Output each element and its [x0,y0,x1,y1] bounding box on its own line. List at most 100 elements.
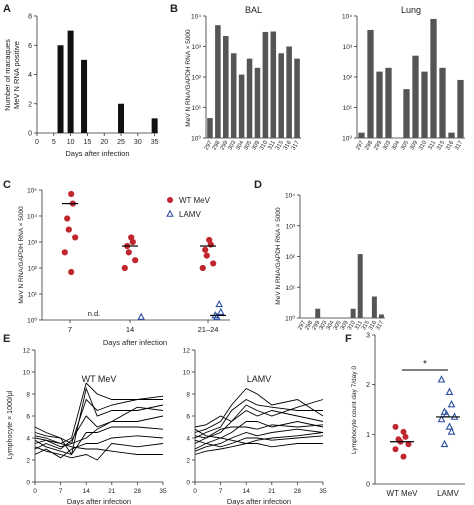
x-tick-label: 310 [347,320,357,331]
bar [358,132,365,138]
y-tick-label: 10⁴ [27,214,37,221]
y-tick-label: 10¹ [28,292,38,299]
bar [371,296,377,318]
y-tick-label: 10⁰ [191,135,201,143]
bar [385,67,392,138]
y-axis-label: Lymphocyte × 1000/μl [7,390,14,459]
bar [439,67,446,138]
series-line [34,406,164,450]
x-tick-label: 7 [59,488,63,495]
y-tick-label: 4 [26,436,30,443]
x-tick-label: 21 [268,488,276,495]
y-tick-label: 10⁴ [191,14,201,21]
x-tick-label: 0 [193,488,197,495]
y-tick-label: 10 [23,370,31,377]
data-point [137,312,145,320]
subplot-title: BAL [245,5,262,15]
x-tick-label: 297 [204,140,214,151]
bar [294,58,300,138]
data-point [392,446,399,453]
y-tick-label: 10³ [28,240,38,247]
bar [315,308,321,318]
legend-marker-wt [167,197,173,203]
y-tick-label: 2 [28,101,32,108]
x-tick-label: 317 [375,320,385,331]
x-tick-label: 15 [84,139,92,146]
y-tick-label: 0 [366,482,370,489]
x-tick-label: LAMV [437,489,459,498]
data-point [64,215,71,222]
y-tick-label: 6 [28,43,32,50]
y-axis-label: MeV N RNA/GAPDH RNA × 5000 [185,29,192,127]
x-tick-label: WT MeV [387,489,419,498]
x-tick-label: 316 [368,320,378,331]
data-point [202,246,209,253]
x-tick-label: 311 [354,320,364,331]
y-tick-label: 10³ [286,223,296,230]
y-tick-label: 8 [186,392,190,399]
y-tick-label: 3 [366,333,370,340]
panel-letter: D [254,179,262,191]
data-point [217,307,225,315]
series-line [34,426,164,456]
panel-a: A 0 2 4 6 8 0 5 10 15 20 25 30 35 Number of macaques Me… [3,3,159,158]
data-point [65,226,72,233]
y-tick-label: 4 [186,436,190,443]
annotation-nd: n.d. [88,309,101,318]
x-tick-label: 315 [361,320,371,331]
subplot-wt-mev: 0 2 4 6 8 10 12 0 7 14 21 28 35 WT MeV Days after infe… [23,348,167,505]
data-point [125,249,132,256]
y-tick-label: 10¹ [286,285,296,292]
series-line [194,409,324,428]
series-wt-mev [61,190,217,276]
significance-marker: * [423,359,427,370]
y-tick-label: 10³ [343,44,353,51]
y-axis-label: MeV N RNA/GAPDH RNA × 5000 [275,207,282,305]
y-tick-label: 12 [183,348,191,355]
bar [412,55,419,139]
bar [254,67,261,138]
bar [430,18,437,138]
data-point [215,299,223,308]
x-tick-label: 14 [243,488,251,495]
x-tick-label: 317 [454,140,464,151]
y-tick-label: 10² [286,254,296,261]
series-line [194,435,324,448]
bar [81,59,88,133]
bar [376,71,383,138]
data-point [437,414,446,423]
y-tick-label: 10⁴ [285,193,295,200]
data-point [61,249,68,256]
y-axis-label: Lymphocyte count day 7/day 0 [351,366,358,454]
subplot-title: Lung [401,5,421,15]
x-tick-label: 298 [364,140,374,151]
y-tick-label: 10² [343,75,353,82]
bar [448,132,455,138]
y-tick-label: 4 [28,72,32,79]
series-line [34,382,164,444]
y-tick-label: 0 [28,131,32,138]
series-line [34,386,164,456]
data-point [405,441,412,448]
x-tick-label: 315 [436,140,446,151]
bar [357,254,363,318]
y-tick-label: 10² [192,75,202,82]
x-tick-label: 309 [340,320,350,331]
x-tick-label: 298 [212,140,222,151]
bar [278,53,284,138]
x-tick-label: 20 [100,139,108,146]
bar [286,46,292,138]
panel-letter: F [345,333,352,345]
data-point [132,257,139,264]
data-point [402,433,409,440]
bar [262,31,269,139]
data-point [199,264,206,272]
bar [151,118,158,133]
x-tick-label: 305 [400,140,410,151]
y-tick-label: 12 [23,348,31,355]
bar [421,71,428,138]
x-tick-label: 299 [373,140,383,151]
